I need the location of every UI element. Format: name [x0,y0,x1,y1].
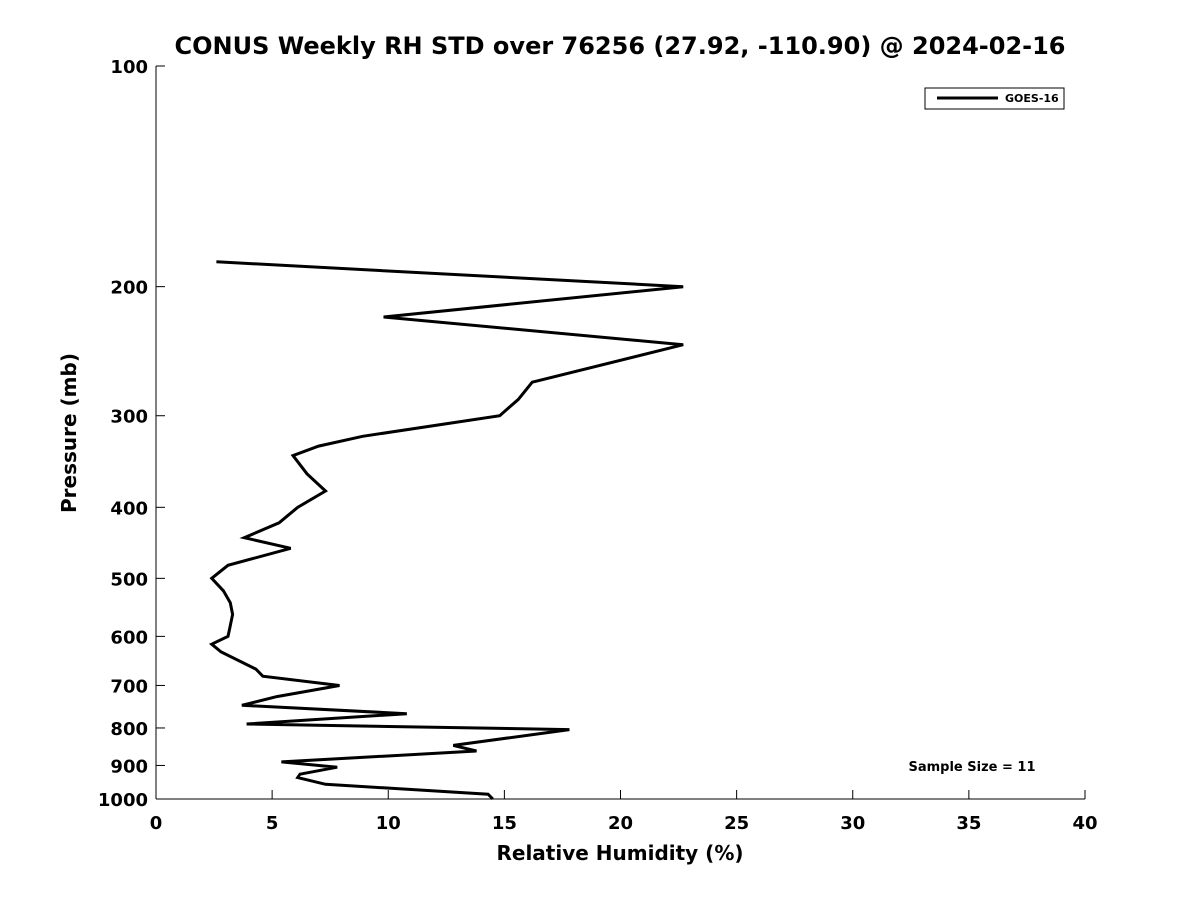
legend-entry-goes-16: GOES-16 [1005,92,1059,105]
x-axis-label: Relative Humidity (%) [496,841,743,865]
x-tick-label: 35 [956,813,981,834]
y-axis-label: Pressure (mb) [57,353,81,513]
y-tick-label: 200 [110,278,148,299]
sample-size-annotation: Sample Size = 11 [908,760,1035,775]
x-tick-label: 25 [724,813,749,834]
x-tick-label: 30 [840,813,865,834]
chart-title: CONUS Weekly RH STD over 76256 (27.92, -… [174,32,1065,60]
x-tick-label: 40 [1072,813,1097,834]
x-tick-label: 10 [376,813,401,834]
x-tick-label: 0 [150,813,163,834]
x-tick-label: 5 [266,813,279,834]
series-line-goes-16 [208,260,684,801]
y-tick-label: 400 [110,498,148,519]
x-tick-label: 15 [492,813,517,834]
y-tick-label: 100 [110,57,148,78]
y-tick-label: 500 [110,569,148,590]
y-tick-label: 700 [110,676,148,697]
legend: GOES-16 [924,87,1065,110]
y-tick-label: 300 [110,407,148,428]
x-ticks: 0 5 10 15 20 25 30 35 40 [150,790,1098,834]
y-tick-label: 900 [110,756,148,777]
y-tick-label: 1000 [98,790,148,811]
y-tick-label: 600 [110,627,148,648]
x-tick-label: 20 [608,813,633,834]
axes-layer [155,66,1085,800]
series-layer [208,260,684,801]
y-tick-label: 800 [110,719,148,740]
y-ticks: 100 200 300 400 500 600 700 800 900 1000 [98,57,165,811]
